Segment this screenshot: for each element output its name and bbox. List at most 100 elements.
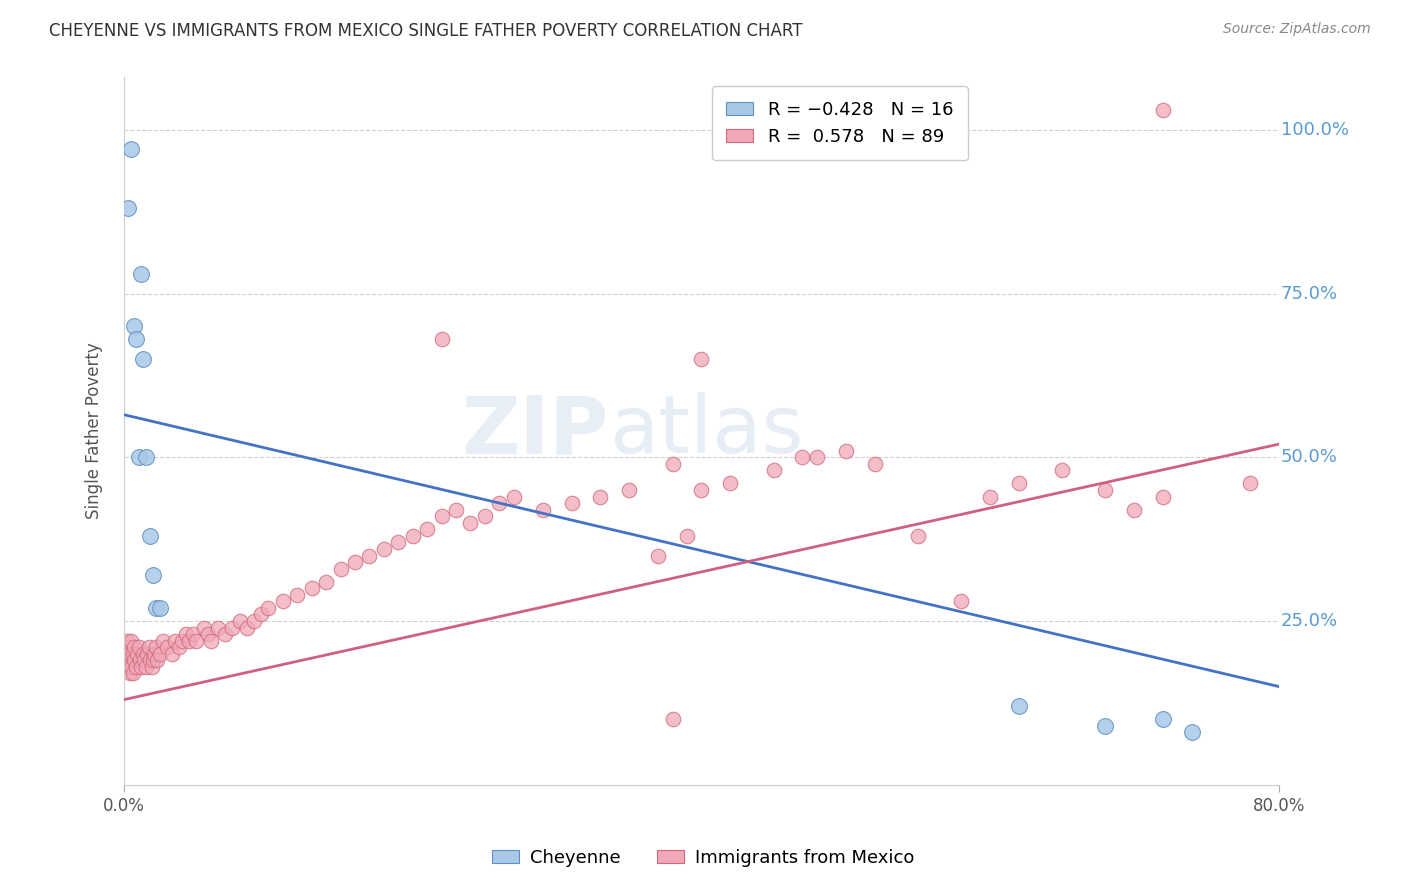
Point [183,627,205,641]
Point [416,522,439,536]
Point [145,601,167,615]
Point [690,483,713,497]
Point [114,647,136,661]
Legend: Cheyenne, Immigrants from Mexico: Cheyenne, Immigrants from Mexico [485,842,921,874]
Point [139,529,162,543]
Text: 75.0%: 75.0% [1281,285,1339,302]
Point [661,457,683,471]
Point [167,640,190,655]
Point [1008,476,1031,491]
Legend: R = −0.428   N = 16, R =  0.578   N = 89: R = −0.428 N = 16, R = 0.578 N = 89 [711,87,967,161]
Point [174,627,197,641]
Point [907,529,929,543]
Point [200,633,222,648]
Point [950,594,973,608]
Point [134,653,156,667]
Point [129,653,152,667]
Text: ZIP: ZIP [461,392,609,470]
Point [1181,725,1204,739]
Point [122,319,145,334]
Point [1152,103,1174,118]
Point [718,476,741,491]
Point [236,621,259,635]
Point [1152,490,1174,504]
Point [792,450,814,465]
Point [142,653,165,667]
Point [143,647,166,661]
Point [120,143,142,157]
Text: CHEYENNE VS IMMIGRANTS FROM MEXICO SINGLE FATHER POVERTY CORRELATION CHART: CHEYENNE VS IMMIGRANTS FROM MEXICO SINGL… [49,22,803,40]
Point [271,594,294,608]
Point [359,549,381,563]
Point [502,490,524,504]
Point [115,660,138,674]
Text: Source: ZipAtlas.com: Source: ZipAtlas.com [1223,22,1371,37]
Point [430,509,453,524]
Y-axis label: Single Father Poverty: Single Father Poverty [86,343,103,519]
Point [661,712,683,726]
Point [131,660,153,674]
Point [177,633,200,648]
Point [1094,719,1116,733]
Point [619,483,641,497]
Point [301,582,323,596]
Point [124,660,146,674]
Point [135,660,157,674]
Point [863,457,886,471]
Point [115,633,138,648]
Point [120,660,142,674]
Point [117,640,139,655]
Point [170,633,193,648]
Text: atlas: atlas [609,392,803,470]
Point [589,490,612,504]
Point [1239,476,1261,491]
Point [197,627,219,641]
Point [762,463,785,477]
Point [228,614,250,628]
Point [257,601,280,615]
Point [207,621,229,635]
Point [186,633,208,648]
Point [460,516,482,530]
Point [152,633,174,648]
Text: 25.0%: 25.0% [1281,612,1339,630]
Point [531,502,554,516]
Point [136,647,159,661]
Point [132,647,155,661]
Point [402,529,425,543]
Point [690,352,713,367]
Point [560,496,582,510]
Point [128,640,150,655]
Point [141,660,163,674]
Point [285,588,308,602]
Point [979,490,1001,504]
Point [121,647,143,661]
Point [146,653,169,667]
Point [344,555,367,569]
Point [135,450,157,465]
Point [676,529,699,543]
Point [444,502,467,516]
Point [128,450,150,465]
Point [160,647,183,661]
Point [131,267,153,281]
Point [488,496,510,510]
Point [243,614,266,628]
Point [124,333,146,347]
Point [117,653,139,667]
Point [1123,502,1146,516]
Point [1050,463,1073,477]
Point [132,352,155,367]
Point [118,647,141,661]
Point [221,621,243,635]
Point [647,549,669,563]
Point [474,509,496,524]
Point [1152,712,1174,726]
Point [373,541,395,556]
Point [122,640,145,655]
Point [1008,699,1031,714]
Point [117,202,139,216]
Point [139,653,162,667]
Point [149,647,172,661]
Point [250,607,273,622]
